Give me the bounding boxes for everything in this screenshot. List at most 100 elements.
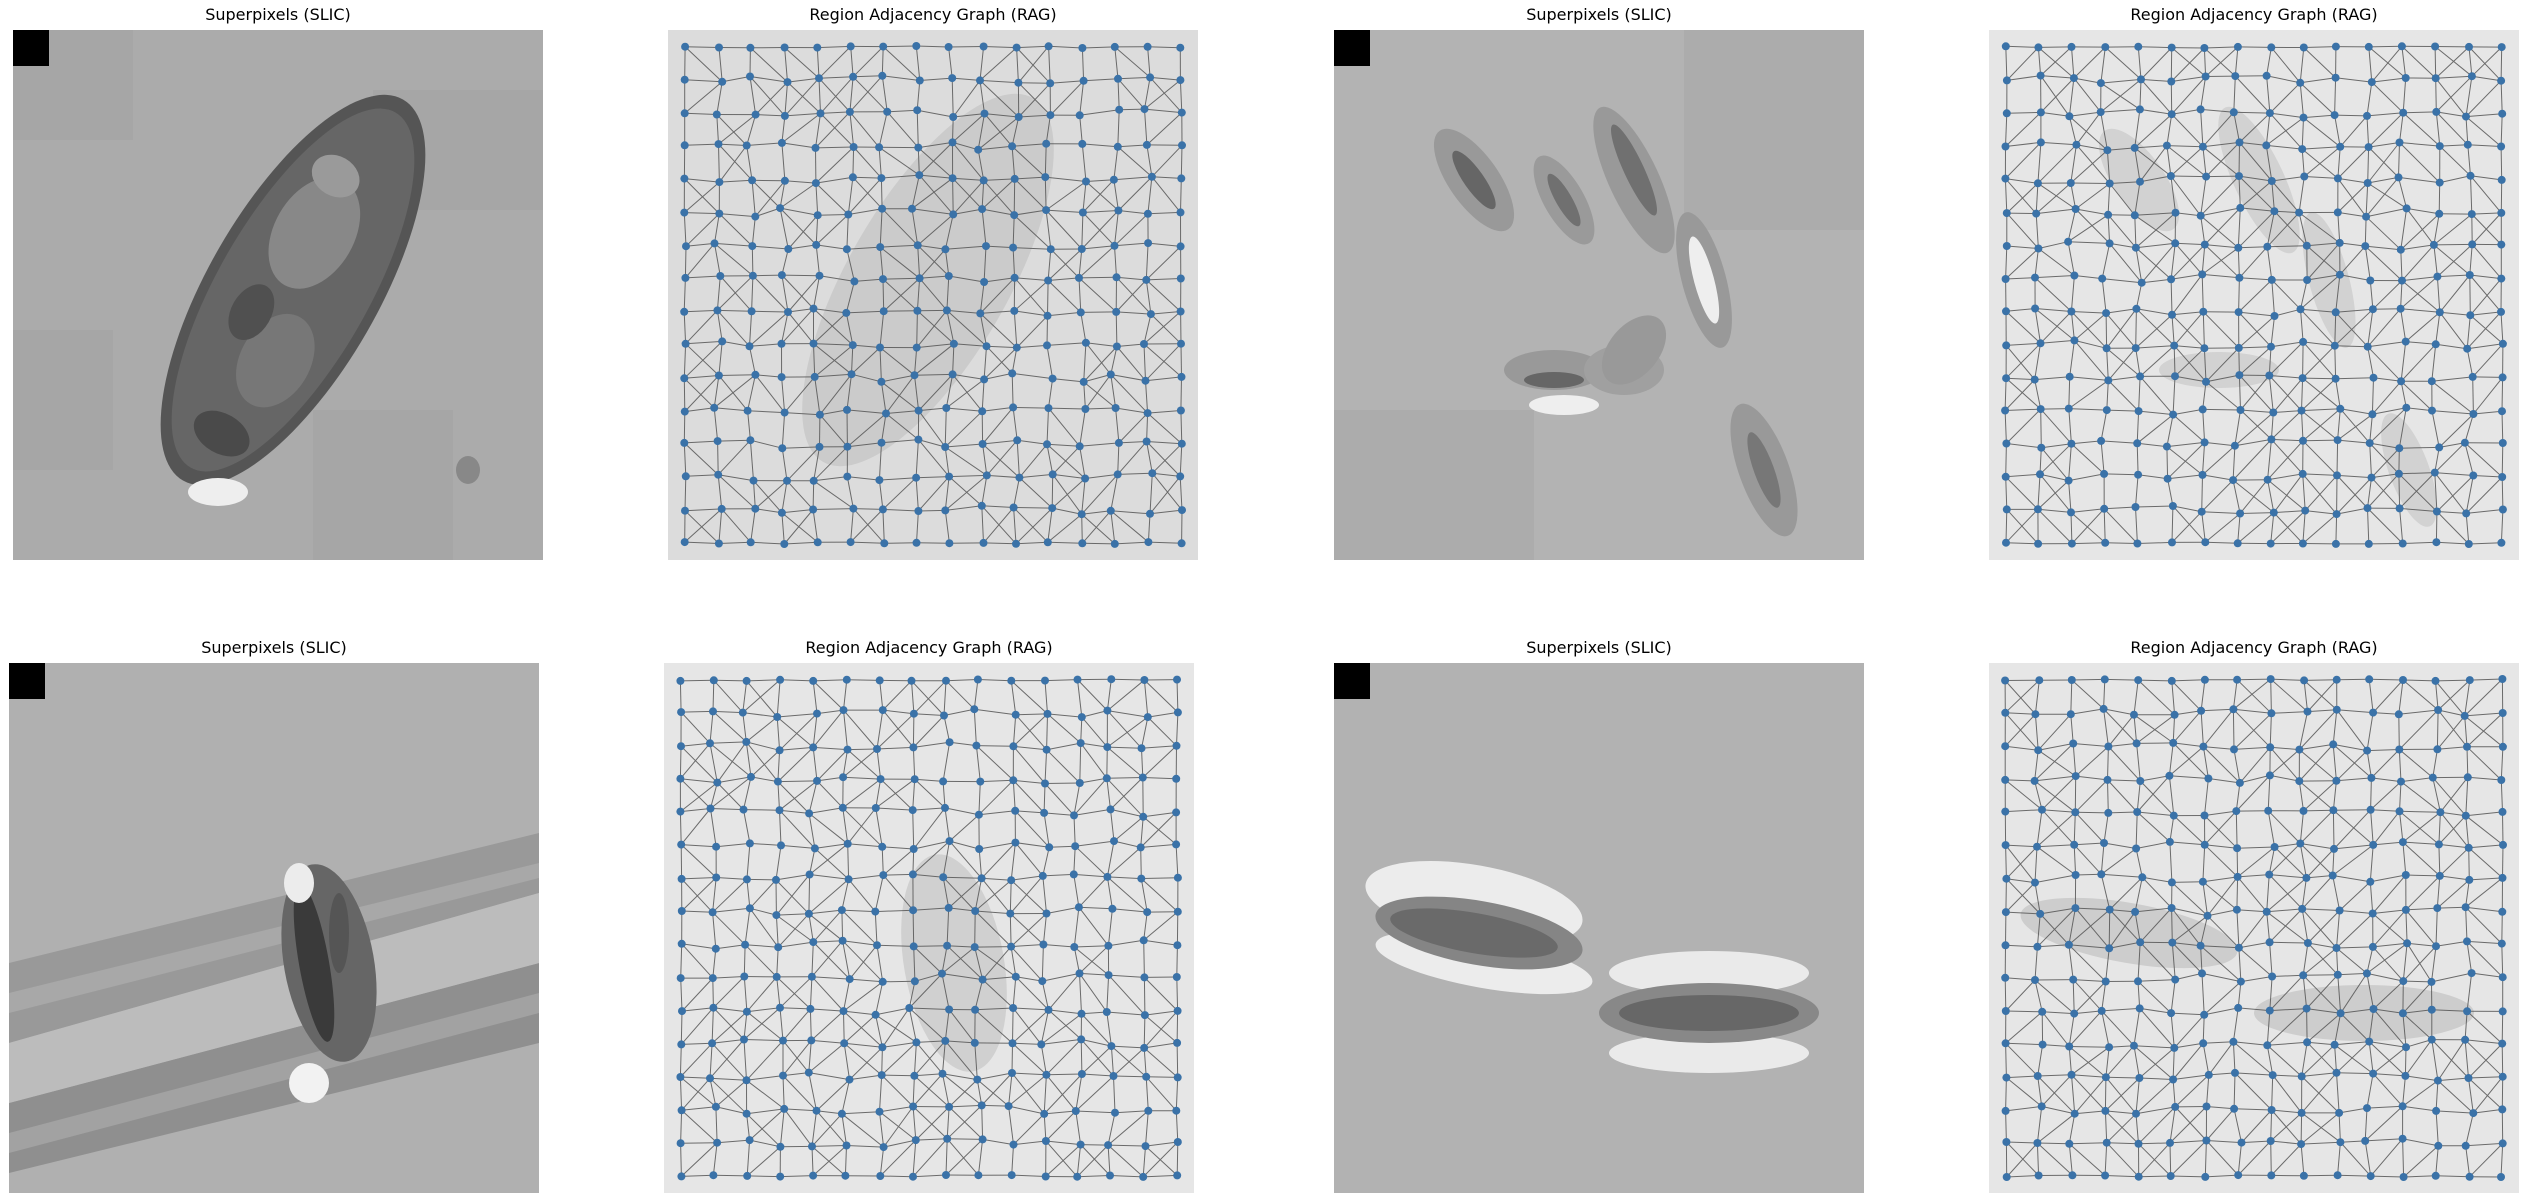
rag-edge [1080,1039,1083,1075]
rag-node [747,307,756,316]
rag-node [873,745,881,753]
rag-edge [2201,479,2234,513]
rag-edge [2202,881,2238,911]
rag-edge [2270,315,2275,347]
rag-edge [2204,513,2241,543]
rag-node [2136,372,2145,381]
rag-edge [2005,248,2039,280]
rag-edge [2431,1039,2439,1081]
rag-edge [1109,1175,1144,1178]
rag-node [2464,1074,2473,1082]
rag-node [2030,776,2039,785]
rag-edge [2332,875,2341,911]
rag-edge [1015,976,1049,1011]
rag-edge [974,910,976,948]
rag-edge [2040,409,2042,448]
rag-edge [978,145,1013,151]
rag-edge [1114,1110,1149,1114]
rag-edge [2006,846,2038,880]
rag-node [2296,78,2305,87]
rag-edge [1015,714,1047,751]
rag-node [2196,211,2205,220]
rag-edge [853,508,885,544]
rag-node [1107,675,1116,684]
rag-edge [749,343,782,347]
rag-edge [978,781,981,815]
rag-edge [985,245,1014,249]
rag-edge [843,1010,883,1048]
rag-node [2234,1171,2243,1180]
rag-edge [2040,408,2072,445]
rag-node [2401,871,2410,879]
rag-edge [779,746,814,751]
rag-node [2331,539,2340,548]
rag-edge [2274,308,2301,317]
rag-edge [982,407,1014,445]
rag-node [2333,970,2342,979]
rag-edge [746,145,753,181]
rag-node [941,245,950,254]
rag-edge [2435,312,2441,345]
rag-edge [2269,774,2300,782]
rag-node [815,410,824,419]
rag-edge [684,375,720,412]
rag-edge [719,179,753,183]
rag-node [878,842,887,851]
rag-node [2098,274,2107,283]
rag-edge [974,979,984,1010]
rag-node [2067,307,2076,316]
rag-edge [746,114,757,146]
rag-edge [752,245,789,250]
rag-edge [2401,244,2435,281]
rag-edge [945,1040,975,1044]
rag-edge [2138,1175,2171,1178]
rag-edge [2364,1108,2368,1141]
rag-edge [881,1047,883,1076]
rag-edge [2006,182,2039,214]
rag-node [2436,808,2445,817]
rag-edge [851,373,882,383]
rag-node [2202,1102,2211,1111]
rag-edge [2070,679,2073,715]
rag-edge [816,47,820,79]
rag-edge [944,476,950,511]
rag-edge [1117,78,1120,110]
rag-node [2167,110,2176,119]
rag-edge [2100,79,2142,113]
rag-edge [914,973,943,982]
rag-edge [813,343,852,375]
rag-edge [711,1007,714,1044]
rag-edge [818,76,854,79]
rag-node [1007,676,1016,685]
rag-edge [2203,1041,2234,1044]
rag-node [1114,206,1123,215]
rag-edge [2005,345,2036,380]
rag-node [1177,372,1186,381]
rag-node [2038,1040,2047,1049]
rag-edge [976,1079,983,1106]
rag-edge [2005,1043,2007,1078]
rag-edge [2068,1046,2072,1075]
rag-edge [2405,1075,2438,1082]
rag-edge [2172,376,2176,415]
rag-node [875,1107,884,1116]
rag-node [776,204,785,213]
rag-edge [2067,241,2075,276]
rag-edge [1009,913,1012,947]
rag-edge [2075,746,2109,777]
rag-edge [717,439,751,476]
rag-edge [717,309,752,312]
rag-node [1139,1172,1148,1181]
rag-edge [2136,811,2171,843]
rag-edge [2233,1041,2268,1046]
rag-edge [2299,709,2338,750]
rag-edge [820,111,850,114]
rag-edge [2203,981,2242,1016]
rag-edge [2367,176,2399,184]
rag-node [1110,539,1119,548]
rag-edge [882,980,915,983]
rag-edge [747,374,756,411]
rag-edge [718,114,756,145]
rag-edge [1080,312,1087,343]
rag-edge [2039,447,2042,475]
